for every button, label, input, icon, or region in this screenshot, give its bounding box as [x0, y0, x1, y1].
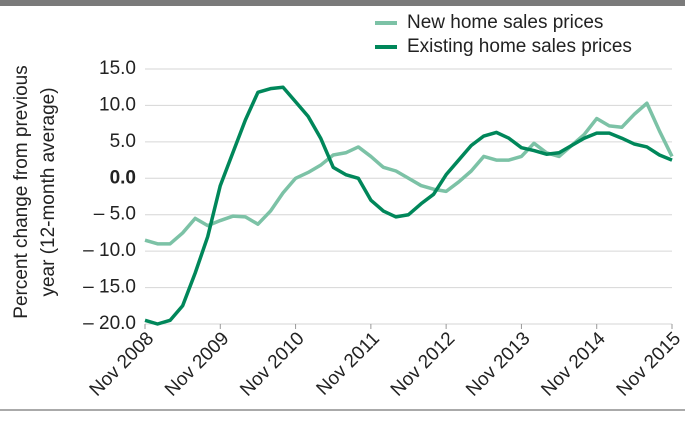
x-tick-label: Nov 2013 — [462, 328, 534, 400]
y-axis-title: Percent change from previous year (12-mo… — [11, 65, 59, 318]
y-tick-label: 0.0 — [110, 167, 136, 188]
x-tick-label: Nov 2008 — [86, 328, 158, 400]
y-tick-label: – 15.0 — [83, 277, 136, 298]
y-tick-label: – 10.0 — [83, 240, 136, 261]
y-tick-label: 10.0 — [99, 94, 136, 115]
x-tick-label: Nov 2012 — [387, 328, 459, 400]
y-axis-title-line: year (12-month average) — [38, 87, 59, 296]
series-line — [144, 101, 674, 246]
top-bar — [0, 0, 685, 6]
x-tick-label: Nov 2009 — [161, 328, 233, 400]
y-tick-label: 15.0 — [99, 58, 136, 79]
x-tick-label: Nov 2010 — [236, 328, 308, 400]
legend-label: Existing home sales prices — [407, 36, 632, 57]
y-axis-title-line: Percent change from previous — [11, 65, 32, 318]
y-tick-label: – 5.0 — [94, 204, 136, 225]
series-line — [144, 85, 673, 326]
y-tick-label: – 20.0 — [83, 313, 136, 334]
legend-label: New home sales prices — [407, 12, 603, 33]
x-tick-label: Nov 2011 — [313, 328, 384, 399]
y-tick-label: 5.0 — [110, 131, 136, 152]
x-tick-label: Nov 2015 — [613, 328, 685, 400]
x-tick-label: Nov 2014 — [537, 328, 610, 401]
